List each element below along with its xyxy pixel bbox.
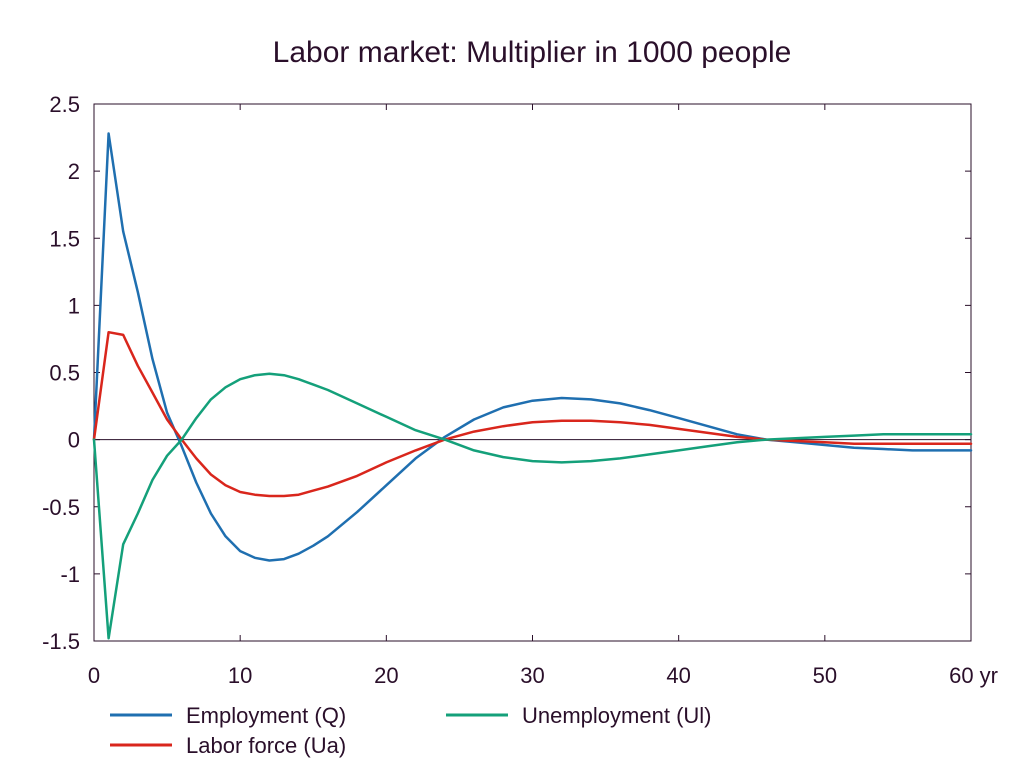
series-line-2 [92, 372, 973, 640]
y-tick-label: -1 [60, 562, 80, 587]
y-tick-label: -1.5 [42, 629, 80, 654]
x-tick-label: 10 [228, 663, 252, 688]
y-tick-label: 0.5 [49, 361, 80, 386]
x-tick-label: 30 [520, 663, 544, 688]
plot-frame [93, 103, 972, 642]
legend-label-2: Unemployment (Ul) [522, 703, 712, 728]
y-tick-label: 1.5 [49, 226, 80, 251]
x-tick-label: 0 [88, 663, 100, 688]
series-line-0 [92, 132, 973, 562]
y-tick-label: 2.5 [49, 92, 80, 117]
y-tick-label: 1 [68, 293, 80, 318]
x-tick-label: 20 [374, 663, 398, 688]
chart-title: Labor market: Multiplier in 1000 people [273, 36, 792, 69]
y-tick-label: -0.5 [42, 495, 80, 520]
x-tick-label: 40 [666, 663, 690, 688]
legend: Employment (Q) Labor force (Ua) Unemployme… [110, 703, 712, 758]
y-tick-label: 0 [68, 428, 80, 453]
x-tick-label: 50 [813, 663, 837, 688]
legend-label-0: Employment (Q) [186, 703, 346, 728]
axis-ticks: 2.5 2 1.5 1 0.5 0 -0.5 -1 -1.5 0 10 20 30 40 50 60 yr [42, 92, 998, 688]
x-tick-label: 60 yr [949, 663, 998, 688]
series-line-1 [92, 330, 973, 498]
legend-label-1: Labor force (Ua) [186, 733, 346, 758]
y-tick-label: 2 [68, 159, 80, 184]
series-group [92, 132, 973, 640]
